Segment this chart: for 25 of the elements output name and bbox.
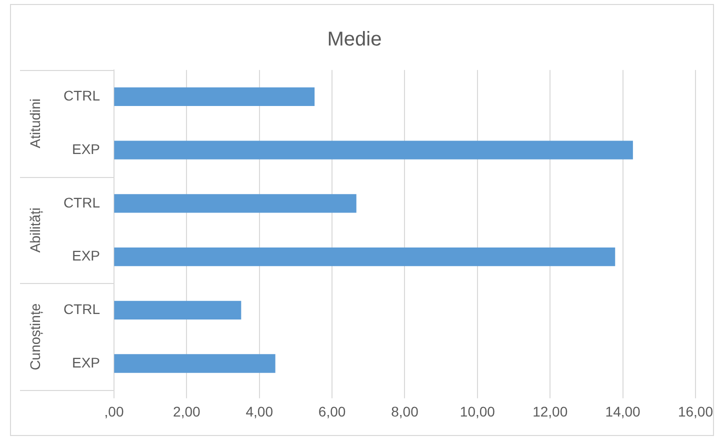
- chart-title: Medie: [327, 28, 382, 51]
- y-tick-label: EXP: [72, 248, 100, 264]
- y-tick-label: CTRL: [63, 88, 100, 104]
- y-tick-label: EXP: [72, 354, 100, 370]
- x-tick-label: 12,00: [532, 403, 568, 420]
- text: Atitudini: [26, 98, 43, 148]
- y-tick-label: CTRL: [63, 194, 100, 210]
- bar: [114, 140, 633, 160]
- bar: [114, 300, 242, 320]
- bar: [114, 354, 276, 373]
- x-tick-label: 14,00: [605, 403, 641, 420]
- x-tick-label: 16,00: [678, 403, 714, 420]
- bar: [114, 87, 315, 106]
- y-tick-label: CTRL: [63, 301, 100, 318]
- bar: [114, 194, 356, 213]
- x-tick-label: 4,00: [246, 403, 274, 420]
- x-tick-label: 2,00: [173, 403, 201, 420]
- x-tick-label: 10,00: [460, 403, 496, 420]
- y-tick-label: EXP: [72, 140, 100, 157]
- text: Abilități: [26, 208, 43, 253]
- x-tick-label: ,00: [104, 403, 124, 420]
- text: Cunoștințe: [26, 303, 43, 370]
- bar: [114, 247, 616, 266]
- x-tick-label: 8,00: [391, 403, 419, 420]
- x-tick-label: 6,00: [318, 403, 346, 420]
